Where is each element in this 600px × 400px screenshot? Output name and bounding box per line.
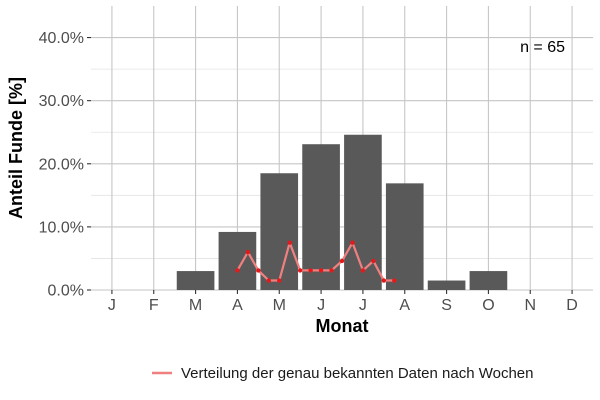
x-tick-label: A <box>399 297 410 314</box>
x-tick-label: F <box>149 297 159 314</box>
x-tick-label: M <box>189 297 202 314</box>
x-tick-label: D <box>566 297 578 314</box>
week-point <box>235 268 240 273</box>
x-tick-label: M <box>273 297 286 314</box>
bars <box>176 134 508 290</box>
legend-label: Verteilung der genau bekannten Daten nac… <box>181 365 534 382</box>
week-points <box>235 240 397 283</box>
y-tick-label: 30.0% <box>39 93 84 110</box>
week-point <box>392 278 397 283</box>
y-tick-label: 0.0% <box>48 283 84 300</box>
bar <box>385 183 424 290</box>
week-point <box>256 268 261 273</box>
week-point <box>329 268 334 273</box>
y-axis-ticks: 0.0% 10.0% 20.0% 30.0% 40.0% <box>39 30 91 300</box>
week-point <box>371 258 376 264</box>
bar <box>176 271 215 290</box>
y-axis-title: Anteil Funde [%] <box>6 77 26 219</box>
x-tick-label: O <box>482 297 494 314</box>
bar <box>427 280 466 290</box>
x-tick-label: N <box>524 297 536 314</box>
week-point <box>266 278 271 283</box>
week-point <box>381 278 387 283</box>
week-point <box>297 268 303 273</box>
y-tick-label: 20.0% <box>39 156 84 173</box>
week-point <box>245 249 251 255</box>
week-point <box>308 268 313 273</box>
bar <box>218 231 257 290</box>
x-tick-label: S <box>441 297 452 314</box>
week-line <box>236 241 395 282</box>
y-tick-label: 10.0% <box>39 219 84 236</box>
bar <box>260 173 299 290</box>
bar <box>302 144 340 290</box>
legend: Verteilung der genau bekannten Daten nac… <box>152 365 534 382</box>
y-tick-label: 40.0% <box>39 30 84 47</box>
week-point <box>350 240 355 245</box>
week-series-line <box>236 241 395 282</box>
grid <box>91 6 593 291</box>
week-point <box>339 258 345 264</box>
x-tick-label: J <box>317 297 325 314</box>
x-axis-title: Monat <box>316 316 369 336</box>
x-tick-label: J <box>108 297 116 314</box>
week-point <box>287 240 292 245</box>
x-tick-label: J <box>359 297 367 314</box>
bar <box>469 271 508 290</box>
week-point <box>318 268 324 273</box>
week-point <box>360 268 366 273</box>
x-tick-label: A <box>232 297 243 314</box>
week-point <box>277 278 282 283</box>
sample-size-annotation: n = 65 <box>520 39 565 56</box>
